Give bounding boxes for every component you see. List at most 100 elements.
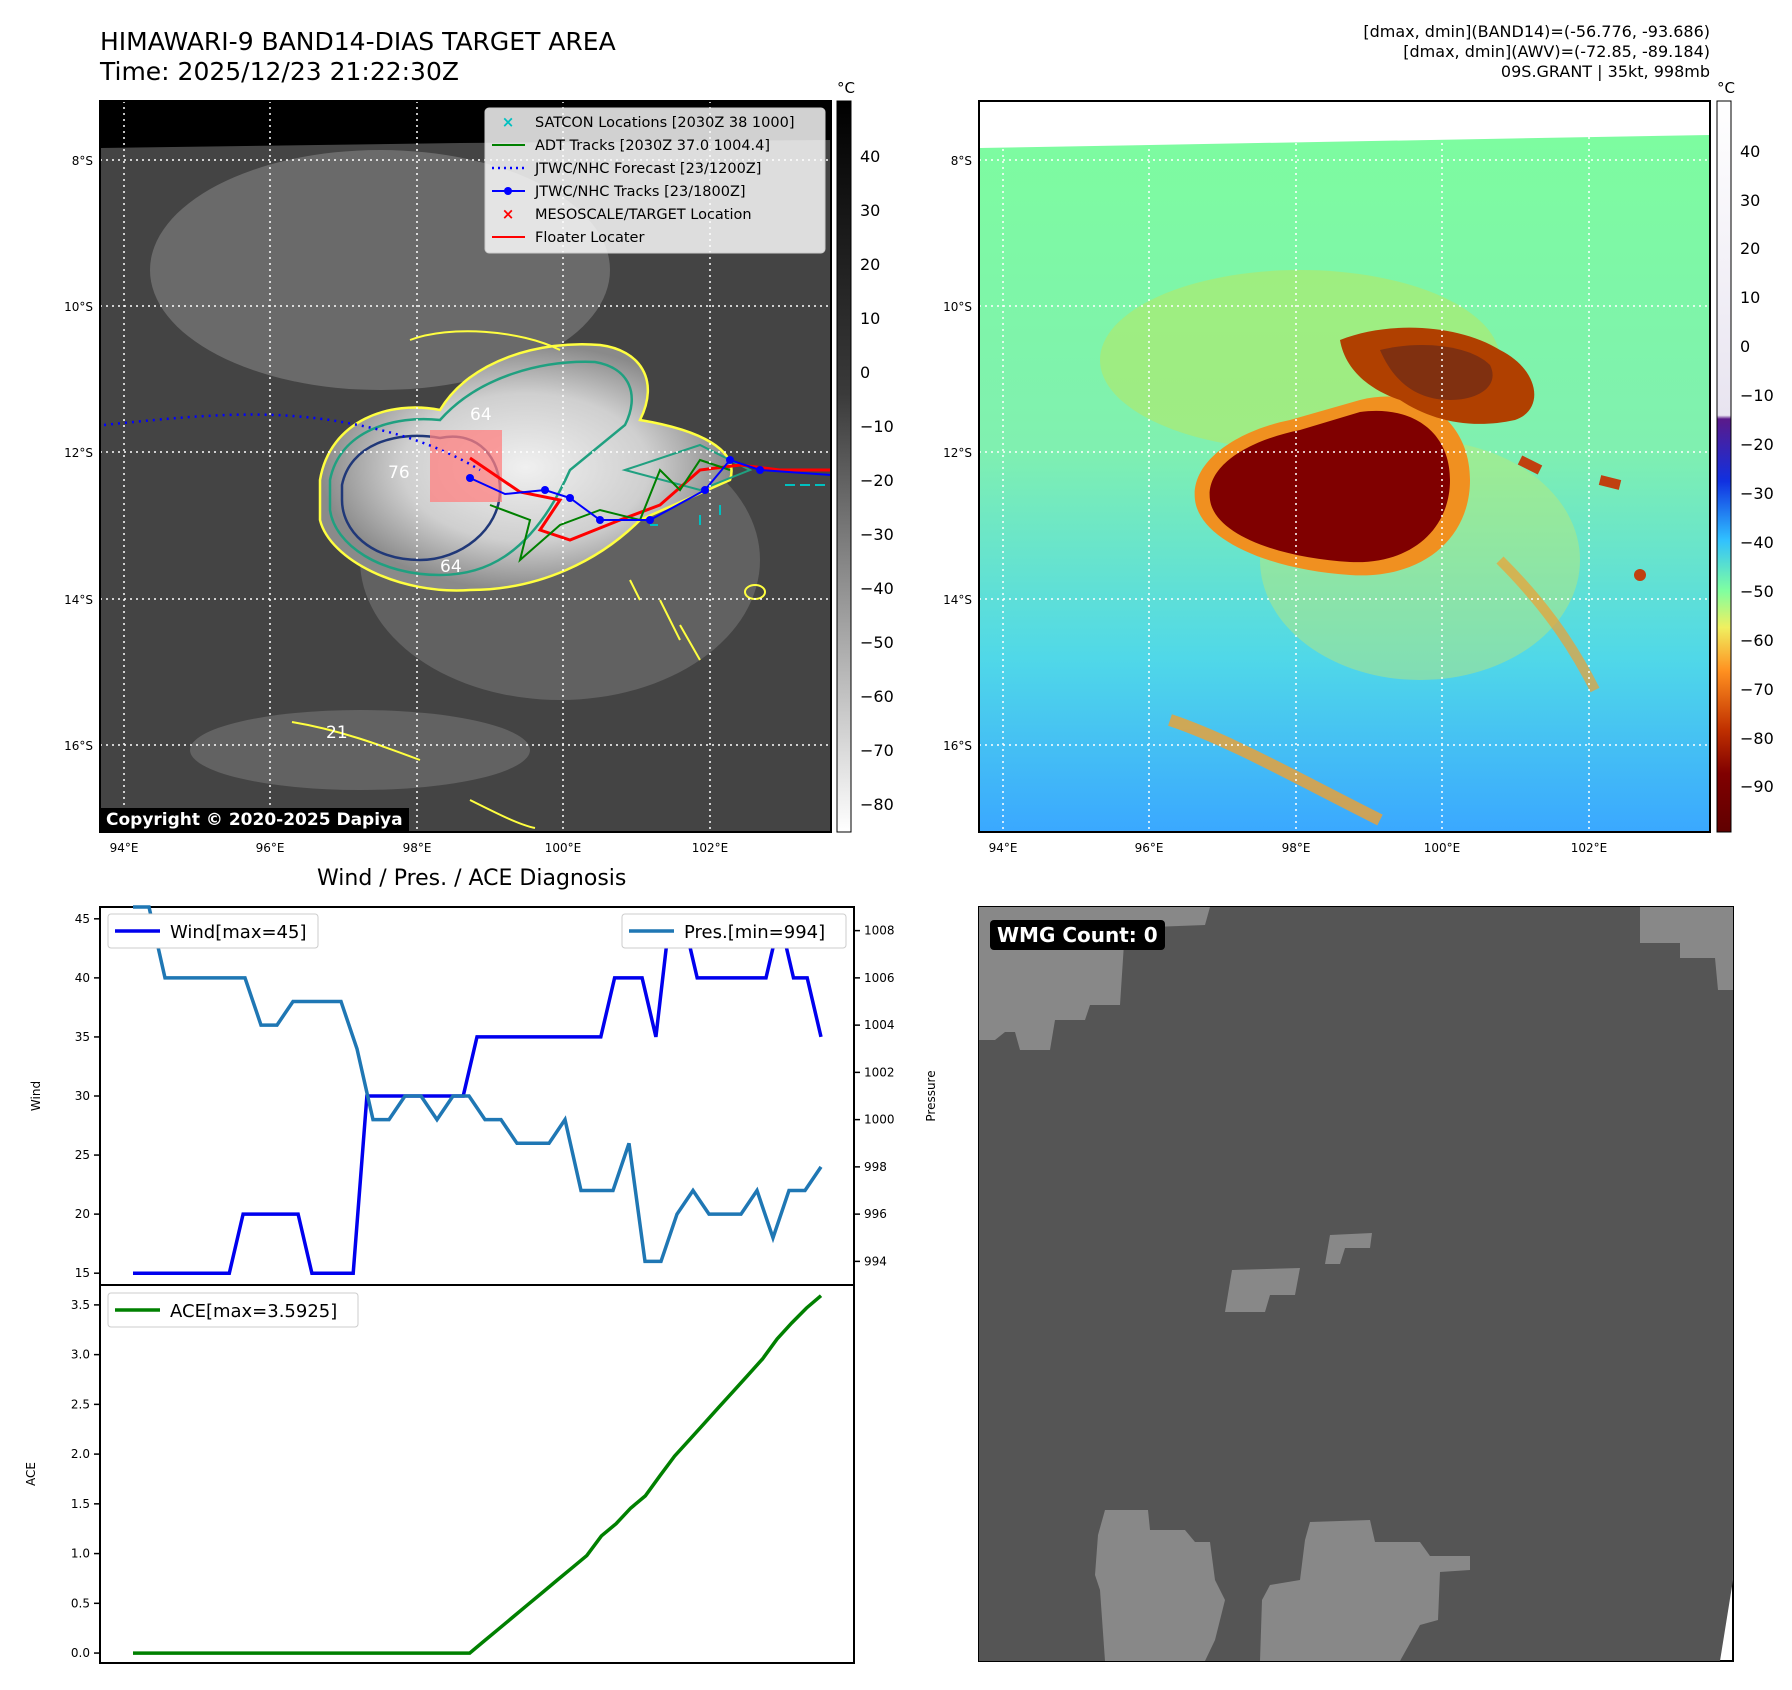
svg-text:−30: −30: [1740, 484, 1774, 503]
ace-legend-text: ACE[max=3.5925]: [170, 1301, 337, 1322]
ir-colorbar-ticks: 40 30 20 10 0 −10 −20 −30 −40 −50 −60 −7…: [860, 147, 894, 814]
svg-text:×: ×: [502, 205, 515, 223]
pressure-legend: Pres.[min=994]: [621, 913, 847, 949]
windTicks-label-3: 30: [75, 1089, 90, 1103]
ir-map-panel: 64 76 64 21 8°S 10°S 12°S 14°S 16°S 94°E…: [64, 79, 1774, 855]
wind-ylabel: Wind: [29, 1081, 43, 1111]
svg-text:10: 10: [1740, 288, 1760, 307]
awv-lat-label-14s: 14°S: [943, 593, 972, 607]
wmg-field: [979, 907, 1733, 1661]
aceTicks-label-4: 1.5: [71, 1497, 90, 1511]
ir-storm-cloud: [320, 344, 732, 591]
awv-colorbar-unit: °C: [1717, 79, 1735, 97]
svg-text:0: 0: [860, 363, 870, 382]
pressure-ticks: 1008 1006 1004 1002 1000 998 996 994: [854, 924, 895, 1268]
presTicks-label-7: 994: [864, 1254, 887, 1268]
jtwc-track: [469, 458, 832, 521]
legend-satcon: SATCON Locations [2030Z 38 1000]: [535, 115, 794, 131]
wmg-patch-sw: [1095, 1510, 1225, 1661]
ace-legend: ACE[max=3.5925]: [107, 1292, 359, 1328]
svg-text:40: 40: [1740, 142, 1760, 161]
awv-lat-label-12s: 12°S: [943, 446, 972, 460]
ir-colorbar: [836, 100, 852, 833]
wmg-panel: [978, 906, 1734, 1662]
legend-floater: Floater Locater: [535, 230, 644, 246]
svg-text:30: 30: [860, 201, 880, 220]
svg-text:−80: −80: [860, 795, 894, 814]
wmg-count-badge: WMG Count: 0: [990, 920, 1165, 950]
aceTicks-label-1: 3.0: [71, 1348, 90, 1362]
ace-axes: [99, 1284, 855, 1664]
presTicks-label-0: 1008: [864, 924, 895, 938]
diag-panel: 45 40 35 30 25 20 15 1008 1006 1004 1002 1000 998 99…: [24, 905, 938, 1664]
awv-lat-label-10s: 10°S: [943, 300, 972, 314]
pressure-legend-text: Pres.[min=994]: [684, 922, 825, 943]
info-storm: 09S.GRANT | 35kt, 998mb: [1500, 62, 1710, 81]
presTicks-label-6: 996: [864, 1207, 887, 1221]
ir-lon-label-96e: 96°E: [256, 841, 285, 855]
pressure-series-line: [133, 905, 823, 1264]
track-legend: SATCON Locations [2030Z 38 1000] ADT Tra…: [484, 107, 826, 254]
adt-track: [489, 458, 731, 563]
ir-colorbar-unit: °C: [837, 79, 855, 97]
ace-series-line: [133, 1294, 823, 1655]
windTicks-label-2: 35: [75, 1030, 90, 1044]
svg-text:−70: −70: [860, 741, 894, 760]
awv-lat-label-16s: 16°S: [943, 739, 972, 753]
satcon-markers: [650, 484, 825, 526]
aceTicks-label-5: 1.0: [71, 1547, 90, 1561]
wind-pressure-axes: [99, 906, 855, 1286]
svg-text:20: 20: [1740, 239, 1760, 258]
ir-lat-label-10s: 10°S: [64, 300, 93, 314]
ir-lon-label-102e: 102°E: [692, 841, 729, 855]
aceTicks-label-0: 3.5: [71, 1298, 90, 1312]
info-awv-range: [dmax, dmin](AWV)=(-72.85, -89.184): [1403, 42, 1710, 61]
awv-lat-label-8s: 8°S: [951, 154, 972, 168]
ace-ylabel: ACE: [24, 1462, 38, 1486]
contour-yellow: [318, 343, 733, 592]
presTicks-label-3: 1002: [864, 1065, 895, 1079]
figure-title: HIMAWARI-9 BAND14-DIAS TARGET AREA: [100, 27, 616, 56]
svg-text:−60: −60: [860, 687, 894, 706]
contour-label-3: 64: [440, 557, 462, 577]
svg-text:−20: −20: [1740, 435, 1774, 454]
svg-text:0: 0: [1740, 337, 1750, 356]
aceTicks-label-3: 2.0: [71, 1447, 90, 1461]
svg-text:−10: −10: [1740, 386, 1774, 405]
windTicks-label-4: 25: [75, 1148, 90, 1162]
wind-legend: Wind[max=45]: [107, 913, 319, 949]
ir-lat-label-16s: 16°S: [64, 739, 93, 753]
contour-label-2: 76: [388, 463, 410, 483]
legend-jtwc-tracks: JTWC/NHC Tracks [23/1800Z]: [534, 184, 746, 200]
legend-adt: ADT Tracks [2030Z 37.0 1004.4]: [535, 138, 770, 154]
ace-ticks: 3.5 3.0 2.5 2.0 1.5 1.0 0.5 0.0: [71, 1298, 100, 1660]
ir-lon-label-100e: 100°E: [545, 841, 582, 855]
svg-text:40: 40: [860, 147, 880, 166]
svg-text:20: 20: [860, 255, 880, 274]
awv-colorbar-ticks: 40 30 20 10 0 −10 −20 −30 −40 −50 −60 −7…: [1740, 142, 1774, 796]
wind-series-line: [133, 917, 823, 1275]
ir-lon-label-94e: 94°E: [110, 841, 139, 855]
awv-lon-label-98e: 98°E: [1282, 841, 1311, 855]
awv-lon-label-102e: 102°E: [1571, 841, 1608, 855]
awv-storm-core: [1209, 410, 1450, 563]
svg-text:−70: −70: [1740, 680, 1774, 699]
wind-legend-text: Wind[max=45]: [170, 922, 307, 943]
windTicks-label-5: 20: [75, 1207, 90, 1221]
ir-lon-label-98e: 98°E: [403, 841, 432, 855]
svg-text:−40: −40: [860, 579, 894, 598]
svg-text:−20: −20: [860, 471, 894, 490]
svg-text:×: ×: [502, 113, 515, 131]
diag-title: Wind / Pres. / ACE Diagnosis: [317, 866, 627, 891]
windTicks-label-0: 45: [75, 912, 90, 926]
contour-label-4: 21: [326, 723, 348, 743]
svg-text:−50: −50: [1740, 582, 1774, 601]
presTicks-label-5: 998: [864, 1160, 887, 1174]
presTicks-label-2: 1004: [864, 1018, 895, 1032]
wmg-patch-s: [1260, 1520, 1470, 1661]
awv-gridlines: [979, 101, 1710, 832]
aceTicks-label-2: 2.5: [71, 1397, 90, 1411]
copyright-label: Copyright © 2020-2025 Dapiya: [100, 808, 409, 832]
info-band14-range: [dmax, dmin](BAND14)=(-56.776, -93.686): [1363, 22, 1710, 41]
windTicks-label-1: 40: [75, 971, 90, 985]
